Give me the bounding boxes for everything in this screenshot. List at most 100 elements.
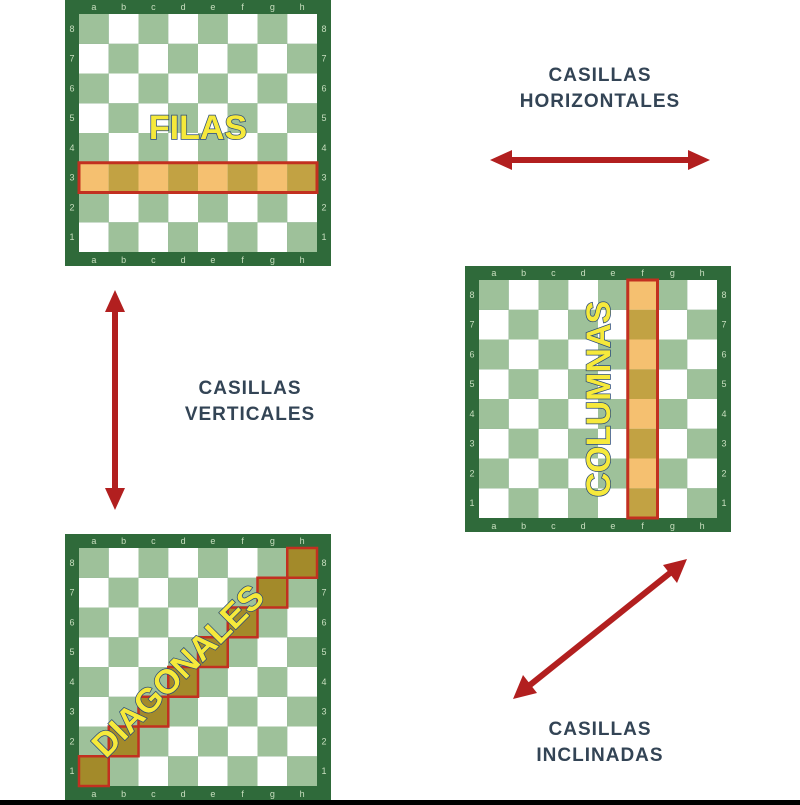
svg-text:5: 5	[69, 113, 74, 123]
svg-text:4: 4	[469, 409, 474, 419]
svg-text:h: h	[700, 268, 705, 278]
svg-text:h: h	[300, 789, 305, 799]
svg-text:g: g	[270, 255, 275, 265]
caption-line2: HORIZONTALES	[400, 91, 800, 113]
svg-text:3: 3	[321, 173, 326, 183]
caption-line1: CASILLAS	[400, 719, 800, 741]
svg-text:1: 1	[469, 498, 474, 508]
svg-text:8: 8	[69, 24, 74, 34]
svg-text:a: a	[491, 521, 496, 531]
svg-text:a: a	[91, 2, 96, 12]
svg-text:8: 8	[321, 558, 326, 568]
panel-columnas: aa11bb22cc33dd44ee55ff66gg77hh88COLUMNAS	[400, 266, 800, 534]
svg-text:c: c	[551, 268, 556, 278]
svg-text:4: 4	[69, 143, 74, 153]
svg-text:7: 7	[321, 588, 326, 598]
svg-text:2: 2	[321, 202, 326, 212]
svg-text:7: 7	[721, 320, 726, 330]
svg-text:7: 7	[69, 588, 74, 598]
svg-text:h: h	[300, 2, 305, 12]
board-columnas: aa11bb22cc33dd44ee55ff66gg77hh88COLUMNAS	[465, 266, 731, 537]
svg-text:1: 1	[69, 766, 74, 776]
svg-text:d: d	[181, 536, 186, 546]
arrow-horizontal-icon	[490, 140, 710, 180]
board-diagonales: aa11bb22cc33dd44ee55ff66gg77hh88DIAGONAL…	[65, 534, 331, 805]
svg-text:8: 8	[321, 24, 326, 34]
svg-text:1: 1	[721, 498, 726, 508]
panel-inclinada-caption: CASILLAS INCLINADAS	[400, 534, 800, 800]
caption-inclinada: CASILLAS INCLINADAS	[400, 719, 800, 767]
caption-line1: CASILLAS	[400, 65, 800, 87]
svg-text:g: g	[670, 268, 675, 278]
svg-text:d: d	[581, 521, 586, 531]
svg-text:b: b	[121, 536, 126, 546]
svg-text:8: 8	[469, 290, 474, 300]
svg-text:g: g	[670, 521, 675, 531]
svg-text:3: 3	[69, 173, 74, 183]
arrow-diagonal-icon	[505, 549, 695, 709]
svg-text:3: 3	[321, 707, 326, 717]
svg-text:5: 5	[469, 379, 474, 389]
svg-text:6: 6	[721, 349, 726, 359]
svg-text:6: 6	[69, 617, 74, 627]
svg-text:e: e	[610, 268, 615, 278]
svg-text:2: 2	[469, 468, 474, 478]
svg-text:COLUMNAS: COLUMNAS	[580, 301, 618, 497]
svg-text:b: b	[121, 255, 126, 265]
svg-text:4: 4	[321, 677, 326, 687]
svg-text:1: 1	[321, 766, 326, 776]
svg-text:g: g	[270, 2, 275, 12]
panel-diagonales: aa11bb22cc33dd44ee55ff66gg77hh88DIAGONAL…	[0, 534, 400, 800]
svg-text:6: 6	[321, 617, 326, 627]
svg-text:c: c	[151, 255, 156, 265]
caption-line1: CASILLAS	[150, 378, 350, 400]
svg-text:a: a	[91, 255, 96, 265]
caption-vertical: CASILLAS VERTICALES	[150, 378, 350, 426]
svg-text:d: d	[181, 255, 186, 265]
svg-text:e: e	[210, 255, 215, 265]
panel-vertical-caption: CASILLAS VERTICALES	[0, 266, 400, 534]
svg-text:c: c	[151, 789, 156, 799]
svg-text:d: d	[581, 268, 586, 278]
svg-text:d: d	[181, 2, 186, 12]
svg-text:2: 2	[321, 736, 326, 746]
svg-text:3: 3	[469, 439, 474, 449]
caption-line2: VERTICALES	[150, 404, 350, 426]
svg-text:h: h	[300, 255, 305, 265]
svg-text:g: g	[270, 536, 275, 546]
svg-text:h: h	[700, 521, 705, 531]
svg-text:c: c	[151, 2, 156, 12]
svg-text:b: b	[121, 2, 126, 12]
svg-text:6: 6	[69, 83, 74, 93]
svg-text:4: 4	[69, 677, 74, 687]
svg-text:2: 2	[69, 202, 74, 212]
svg-text:5: 5	[69, 647, 74, 657]
svg-text:7: 7	[469, 320, 474, 330]
svg-text:3: 3	[69, 707, 74, 717]
svg-text:7: 7	[69, 54, 74, 64]
svg-text:g: g	[270, 789, 275, 799]
caption-line2: INCLINADAS	[400, 745, 800, 767]
svg-text:FILAS: FILAS	[149, 109, 247, 147]
svg-text:5: 5	[321, 647, 326, 657]
svg-text:h: h	[300, 536, 305, 546]
svg-text:a: a	[91, 789, 96, 799]
svg-text:b: b	[521, 268, 526, 278]
svg-text:5: 5	[321, 113, 326, 123]
svg-text:4: 4	[721, 409, 726, 419]
svg-text:6: 6	[321, 83, 326, 93]
svg-text:c: c	[551, 521, 556, 531]
board-filas: aa11bb22cc33dd44ee55ff66gg77hh88FILAS	[65, 0, 331, 271]
svg-text:1: 1	[321, 232, 326, 242]
panel-filas: aa11bb22cc33dd44ee55ff66gg77hh88FILAS	[0, 0, 400, 266]
svg-text:5: 5	[721, 379, 726, 389]
svg-text:e: e	[610, 521, 615, 531]
svg-text:4: 4	[321, 143, 326, 153]
svg-text:e: e	[210, 536, 215, 546]
svg-text:a: a	[91, 536, 96, 546]
panel-horizontal-caption: CASILLAS HORIZONTALES	[400, 0, 800, 266]
svg-text:c: c	[151, 536, 156, 546]
svg-text:b: b	[521, 521, 526, 531]
svg-text:e: e	[210, 2, 215, 12]
svg-text:e: e	[210, 789, 215, 799]
